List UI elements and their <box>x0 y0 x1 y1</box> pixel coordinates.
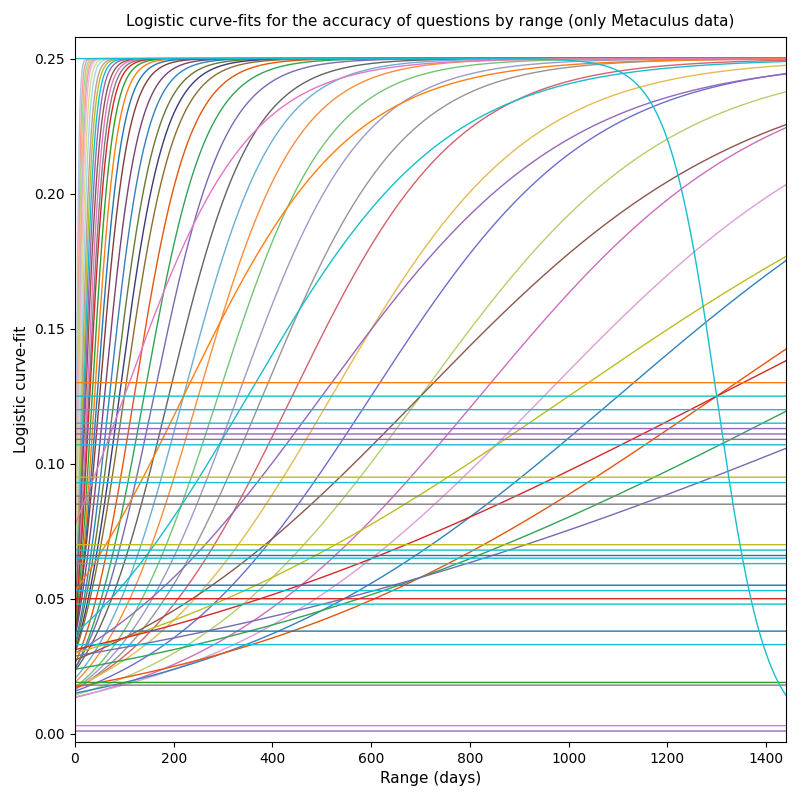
Title: Logistic curve-fits for the accuracy of questions by range (only Metaculus data): Logistic curve-fits for the accuracy of … <box>126 14 734 29</box>
X-axis label: Range (days): Range (days) <box>380 771 481 786</box>
Y-axis label: Logistic curve-fit: Logistic curve-fit <box>14 326 29 453</box>
